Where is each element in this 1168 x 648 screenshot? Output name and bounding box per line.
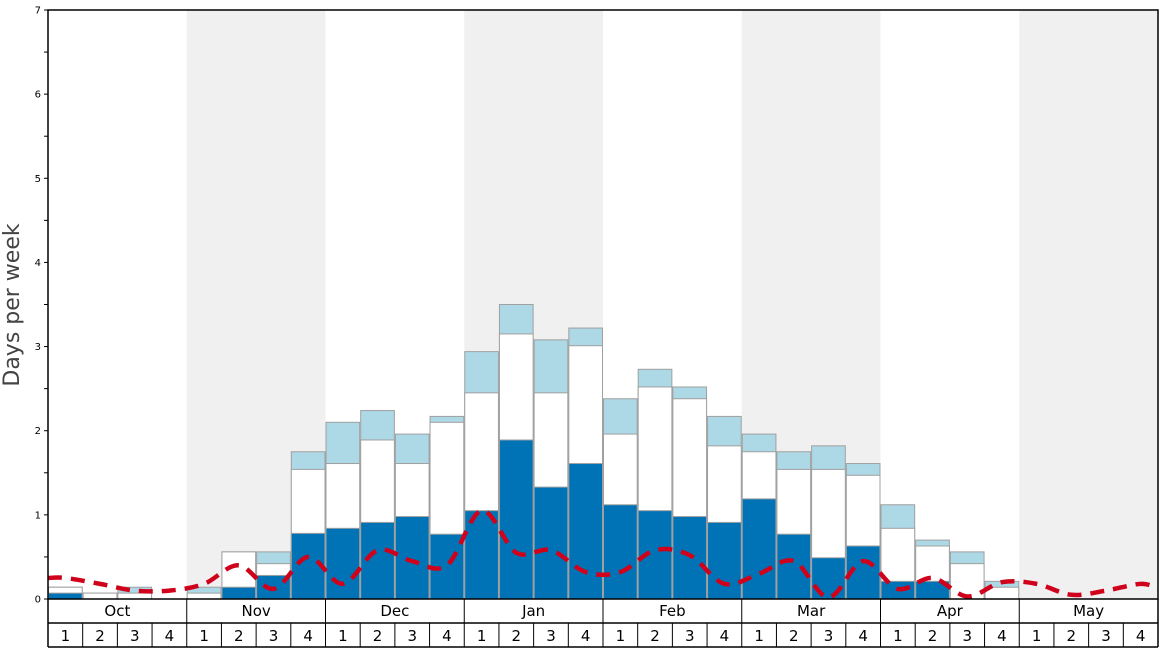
trend-line — [47, 508, 1159, 600]
week-label: 4 — [858, 627, 868, 645]
bar-dark — [776, 533, 812, 600]
week-label: 3 — [685, 627, 695, 645]
bar-dark — [360, 521, 395, 600]
bar-dark — [325, 527, 361, 600]
bar-dark — [568, 463, 603, 600]
month-label-oct: Oct — [104, 602, 130, 620]
week-label: 4 — [1136, 627, 1146, 645]
y-tick-label: 5 — [35, 174, 41, 185]
week-label: 4 — [997, 627, 1007, 645]
week-label: 1 — [616, 627, 626, 645]
week-label: 2 — [234, 627, 244, 645]
y-tick-label: 3 — [35, 342, 41, 353]
bar-white — [949, 563, 985, 600]
bar-dark — [498, 439, 534, 600]
bar-dark — [811, 557, 846, 600]
week-label: 3 — [1101, 627, 1111, 645]
week-label: 3 — [962, 627, 972, 645]
week-label: 4 — [303, 627, 313, 645]
y-axis-label: Days per week — [0, 223, 25, 386]
week-label: 3 — [824, 627, 834, 645]
bar-dark — [707, 521, 742, 600]
dashed-trend-line — [47, 508, 1159, 600]
y-tick-label: 7 — [35, 6, 41, 17]
week-label: 1 — [477, 627, 487, 645]
bar-white — [117, 592, 153, 600]
y-tick-label: 1 — [35, 510, 41, 521]
bar-dark — [394, 516, 430, 600]
bar-white — [186, 592, 222, 600]
week-label: 3 — [546, 627, 556, 645]
week-label: 4 — [165, 627, 175, 645]
week-label: 2 — [650, 627, 660, 645]
week-label: 1 — [1032, 627, 1042, 645]
week-label: 3 — [407, 627, 417, 645]
month-shade-may — [1019, 10, 1158, 599]
y-tick-label: 0 — [35, 595, 41, 606]
week-label: 4 — [581, 627, 591, 645]
week-label: 1 — [61, 627, 71, 645]
y-tick-label: 6 — [35, 90, 41, 101]
bar-dark — [533, 486, 569, 600]
bar-dark — [221, 586, 257, 600]
month-label-may: May — [1073, 602, 1104, 620]
month-label-apr: Apr — [937, 602, 964, 620]
week-label: 2 — [512, 627, 522, 645]
week-label: 4 — [442, 627, 452, 645]
month-label-nov: Nov — [241, 602, 270, 620]
week-label: 2 — [1067, 627, 1077, 645]
month-label-jan: Jan — [521, 602, 545, 620]
week-label: 1 — [199, 627, 209, 645]
y-tick-label: 4 — [35, 258, 41, 269]
week-label: 1 — [893, 627, 903, 645]
month-label-feb: Feb — [659, 602, 686, 620]
week-label: 1 — [754, 627, 764, 645]
week-label: 2 — [373, 627, 383, 645]
month-label-dec: Dec — [380, 602, 409, 620]
week-label: 3 — [130, 627, 140, 645]
bar-dark — [741, 498, 777, 600]
week-label: 2 — [928, 627, 938, 645]
week-label: 2 — [789, 627, 799, 645]
week-label: 4 — [720, 627, 730, 645]
bar-dark — [48, 592, 83, 600]
month-label-mar: Mar — [797, 602, 826, 620]
y-tick-label: 2 — [35, 426, 41, 437]
x-axis: Oct 1 2 3 4 Nov 1 2 3 4 Dec 1 2 3 4 Jan 1 2 3 4 Feb 1 2 3 4 Mar 1 2… — [47, 599, 1159, 648]
week-label: 1 — [338, 627, 348, 645]
bars — [48, 304, 1020, 600]
week-label: 2 — [95, 627, 105, 645]
bar-white — [82, 592, 118, 600]
week-label: 3 — [269, 627, 279, 645]
bar-dark — [603, 504, 638, 600]
bar-dark — [464, 510, 499, 600]
